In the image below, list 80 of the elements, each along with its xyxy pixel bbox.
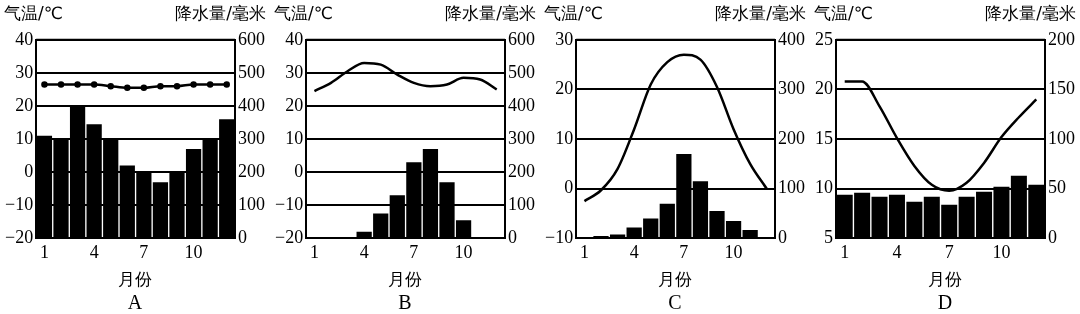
y2-tick-label: 500 <box>238 61 265 82</box>
y2-tick-label: 0 <box>778 227 787 248</box>
x-tick-label: 7 <box>409 241 419 262</box>
x-tick-label: 1 <box>840 241 850 262</box>
y2-tick-label: 100 <box>1048 127 1075 148</box>
y-tick-label: 30 <box>15 61 34 82</box>
y2-tick-label: 0 <box>1048 227 1057 248</box>
y2-tick-label: 100 <box>778 177 805 198</box>
y2-tick-label: 0 <box>508 227 517 248</box>
y-tick-label: 20 <box>15 94 34 115</box>
y2-tick-label: 300 <box>508 127 535 148</box>
x-tick-label: 4 <box>89 241 99 262</box>
y-tick-label: −20 <box>275 227 304 248</box>
y2-tick-label: 600 <box>508 28 535 49</box>
y-tick-label: 10 <box>815 177 833 198</box>
x-axis-title: 月份 <box>387 268 423 290</box>
y2-tick-label: 600 <box>238 28 265 49</box>
y-tick-label: 0 <box>564 177 574 198</box>
y2-axis-title: 降水量/毫米 <box>985 2 1076 25</box>
y-tick-label: 10 <box>555 127 574 148</box>
y2-tick-label: 200 <box>508 160 535 181</box>
y2-tick-label: 400 <box>778 28 805 49</box>
x-tick-label: 1 <box>309 241 319 262</box>
y-tick-label: 10 <box>285 127 304 148</box>
text: D <box>936 290 954 314</box>
x-axis-title: 月份 <box>927 268 963 290</box>
y-tick-label: 5 <box>824 227 833 248</box>
x-tick-label: 4 <box>892 241 902 262</box>
x-tick-label: 1 <box>39 241 49 262</box>
y-tick-label: 25 <box>815 28 833 49</box>
y2-axis-title: 降水量/毫米 <box>715 2 806 25</box>
y-axis-title: 气温/℃ <box>274 2 333 25</box>
x-axis-title: 月份 <box>117 268 153 290</box>
y2-tick-label: 400 <box>238 94 265 115</box>
y2-axis-title: 降水量/毫米 <box>175 2 266 25</box>
y2-tick-label: 200 <box>238 160 265 181</box>
x-tick-label: 4 <box>629 241 639 262</box>
x-tick-label: 7 <box>679 241 689 262</box>
y-tick-label: 30 <box>555 28 574 49</box>
y-tick-label: 30 <box>285 61 304 82</box>
x-tick-label: 10 <box>454 241 473 262</box>
y2-tick-label: 300 <box>778 78 805 99</box>
y2-tick-label: 50 <box>1048 177 1066 198</box>
y-tick-label: −10 <box>5 194 34 215</box>
y-tick-label: −10 <box>275 194 304 215</box>
y-tick-label: −20 <box>5 227 34 248</box>
x-axis-title: 月份 <box>657 268 693 290</box>
y2-tick-label: 150 <box>1048 78 1075 99</box>
y-tick-label: 0 <box>294 160 304 181</box>
x-tick-label: 4 <box>359 241 369 262</box>
y-axis-title: 气温/℃ <box>544 2 603 25</box>
x-tick-label: 7 <box>944 241 954 262</box>
text: A <box>126 290 144 314</box>
text: B <box>397 290 413 314</box>
y-axis-title: 气温/℃ <box>814 2 873 25</box>
y-tick-label: 20 <box>815 78 833 99</box>
y-axis-title: 气温/℃ <box>4 2 63 25</box>
text: C <box>667 290 683 314</box>
y2-tick-label: 100 <box>508 194 535 215</box>
y-tick-label: −10 <box>545 227 574 248</box>
y-tick-label: 20 <box>285 94 304 115</box>
y2-tick-label: 500 <box>508 61 535 82</box>
x-tick-label: 10 <box>184 241 203 262</box>
y2-tick-label: 200 <box>778 127 805 148</box>
y-tick-label: 10 <box>15 127 34 148</box>
y-tick-label: 0 <box>24 160 34 181</box>
y2-tick-label: 200 <box>1048 28 1075 49</box>
x-tick-label: 10 <box>992 241 1011 262</box>
y2-tick-label: 300 <box>238 127 265 148</box>
y-tick-label: 40 <box>285 28 304 49</box>
x-tick-label: 1 <box>579 241 589 262</box>
y2-tick-label: 0 <box>238 227 247 248</box>
x-tick-label: 10 <box>724 241 743 262</box>
y-tick-label: 40 <box>15 28 34 49</box>
y-tick-label: 20 <box>555 78 574 99</box>
y-tick-label: 15 <box>815 127 833 148</box>
y2-axis-title: 降水量/毫米 <box>445 2 536 25</box>
y2-tick-label: 100 <box>238 194 265 215</box>
y2-tick-label: 400 <box>508 94 535 115</box>
x-tick-label: 7 <box>139 241 149 262</box>
